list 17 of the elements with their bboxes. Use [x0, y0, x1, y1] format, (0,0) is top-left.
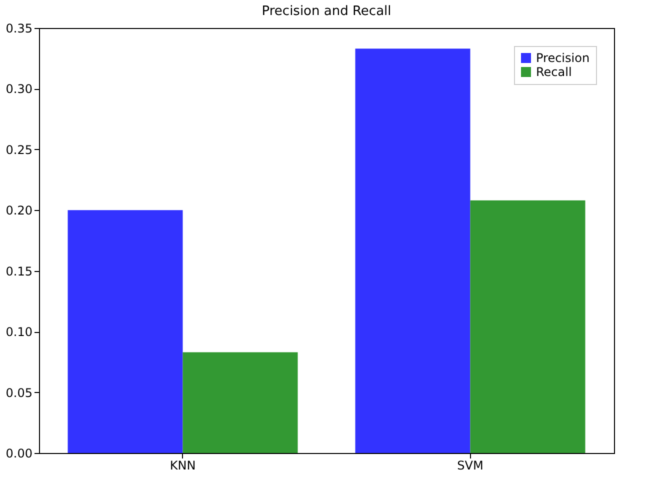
y-tick-label: 0.00 — [6, 446, 32, 460]
x-tick-label: KNN — [170, 458, 196, 472]
y-tick-label: 0.35 — [6, 22, 32, 36]
bar — [182, 352, 298, 453]
y-tick-label: 0.10 — [6, 325, 32, 340]
y-tick-label: 0.15 — [6, 264, 32, 278]
y-tick-label: 0.20 — [6, 204, 32, 218]
chart-title: Precision and Recall — [262, 4, 392, 19]
legend-label: Recall — [536, 65, 572, 79]
bar — [68, 210, 183, 453]
bar — [355, 48, 470, 453]
bar — [470, 200, 586, 453]
legend-label: Precision — [536, 51, 590, 65]
y-tick-label: 0.30 — [6, 82, 32, 96]
y-tick-label: 0.25 — [6, 142, 32, 157]
x-tick-label: SVM — [457, 458, 484, 472]
y-tick-label: 0.05 — [6, 386, 32, 400]
